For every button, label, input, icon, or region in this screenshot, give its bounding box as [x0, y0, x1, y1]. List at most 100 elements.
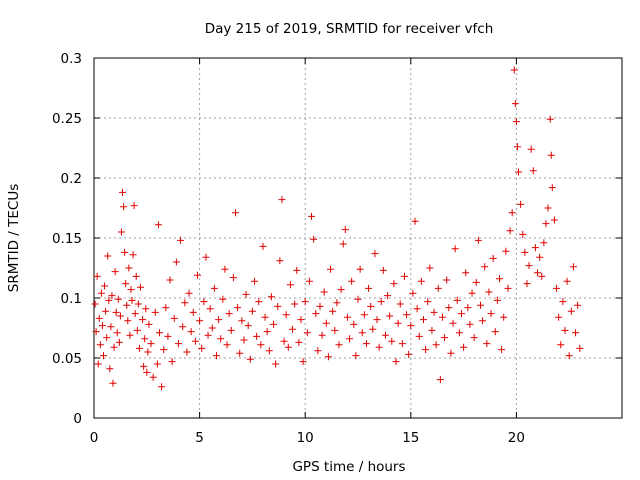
- data-point: [559, 298, 567, 306]
- data-point: [367, 302, 375, 310]
- data-point: [143, 368, 151, 376]
- data-point: [561, 326, 569, 334]
- tick-labels: 0 5 10 15 20 0 0.05 0.1 0.15 0.2 0.25 0.3: [52, 51, 525, 446]
- data-point: [196, 317, 204, 325]
- data-points: [91, 66, 584, 391]
- data-point: [369, 325, 377, 333]
- data-point: [238, 317, 246, 325]
- data-point: [160, 346, 168, 354]
- data-point: [333, 299, 341, 307]
- data-point: [426, 264, 434, 272]
- data-point: [142, 305, 150, 313]
- data-point: [92, 328, 100, 336]
- data-point: [120, 203, 128, 211]
- data-point: [386, 312, 394, 320]
- data-point: [246, 355, 254, 363]
- y-tick-label: 0.3: [61, 51, 82, 67]
- data-point: [540, 239, 548, 247]
- data-point: [187, 328, 195, 336]
- data-point: [145, 320, 153, 328]
- data-point: [536, 253, 544, 261]
- data-point: [144, 348, 152, 356]
- data-point: [335, 341, 343, 349]
- data-point: [449, 319, 457, 327]
- data-point: [104, 252, 112, 260]
- data-point: [267, 293, 275, 301]
- data-point: [229, 274, 237, 282]
- data-point: [521, 248, 529, 256]
- data-point: [101, 282, 109, 290]
- data-point: [274, 302, 282, 310]
- data-point: [510, 66, 518, 74]
- data-point: [500, 313, 508, 321]
- data-point: [318, 331, 326, 339]
- data-point: [202, 253, 210, 261]
- data-point: [320, 288, 328, 296]
- data-point: [149, 373, 157, 381]
- data-point: [139, 316, 147, 324]
- data-point: [100, 352, 108, 360]
- data-point: [217, 335, 225, 343]
- data-point: [547, 151, 555, 159]
- data-point: [272, 360, 280, 368]
- data-point: [365, 284, 373, 292]
- y-tick-label: 0.25: [52, 111, 82, 127]
- data-point: [132, 272, 140, 280]
- data-point: [91, 300, 99, 308]
- data-point: [221, 265, 229, 273]
- data-point: [312, 310, 320, 318]
- data-point: [485, 288, 493, 296]
- data-point: [98, 322, 106, 330]
- data-point: [377, 298, 385, 306]
- data-point: [523, 280, 531, 288]
- data-point: [110, 343, 118, 351]
- data-point: [441, 334, 449, 342]
- axis-ticks: [93, 57, 622, 419]
- data-point: [112, 308, 120, 316]
- data-point: [360, 311, 368, 319]
- data-point: [329, 307, 337, 315]
- chart-title: Day 215 of 2019, SRMTID for receiver vfc…: [205, 21, 494, 37]
- data-point: [166, 276, 174, 284]
- data-point: [531, 244, 539, 252]
- data-point: [555, 313, 563, 321]
- data-point: [511, 100, 519, 108]
- data-point: [172, 258, 180, 266]
- data-point: [225, 310, 233, 318]
- data-point: [400, 272, 408, 280]
- data-point: [308, 212, 316, 220]
- data-point: [95, 314, 103, 322]
- data-point: [337, 286, 345, 294]
- data-point: [127, 286, 135, 294]
- y-tick-label: 0.2: [61, 171, 82, 187]
- data-point: [462, 269, 470, 277]
- data-point: [265, 347, 273, 355]
- data-point: [481, 263, 489, 271]
- data-point: [141, 335, 149, 343]
- data-point: [212, 352, 220, 360]
- data-point: [154, 221, 162, 229]
- data-point: [162, 304, 170, 312]
- data-point: [419, 316, 427, 324]
- data-point: [491, 328, 499, 336]
- x-tick-label: 5: [195, 430, 204, 446]
- data-point: [227, 326, 235, 334]
- data-point: [443, 276, 451, 284]
- data-point: [331, 326, 339, 334]
- y-tick-label: 0.05: [52, 351, 82, 367]
- gridlines: [94, 58, 622, 418]
- data-point: [244, 322, 252, 330]
- data-point: [97, 289, 105, 297]
- data-point: [181, 299, 189, 307]
- x-tick-label: 10: [297, 430, 314, 446]
- data-point: [373, 316, 381, 324]
- data-point: [466, 320, 474, 328]
- data-point: [538, 272, 546, 280]
- data-point: [295, 338, 303, 346]
- data-point: [548, 184, 556, 192]
- data-point: [270, 320, 278, 328]
- data-point: [327, 265, 335, 273]
- data-point: [502, 247, 510, 255]
- data-point: [278, 196, 286, 204]
- data-point: [432, 341, 440, 349]
